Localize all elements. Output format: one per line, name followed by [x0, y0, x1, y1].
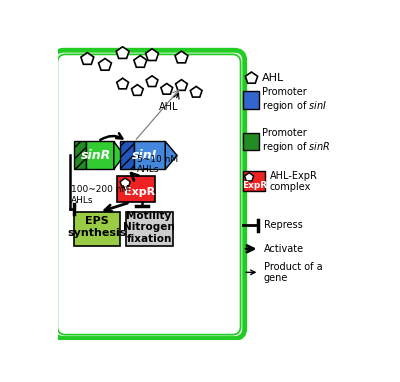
Polygon shape: [146, 49, 158, 60]
Text: sinR: sinR: [81, 149, 111, 162]
Polygon shape: [117, 78, 128, 89]
Text: Motility
Nitrogen
fixation: Motility Nitrogen fixation: [123, 210, 175, 244]
Polygon shape: [146, 76, 158, 86]
FancyBboxPatch shape: [243, 172, 265, 191]
FancyBboxPatch shape: [74, 212, 120, 246]
FancyBboxPatch shape: [243, 133, 258, 150]
Text: AHL-ExpR
complex: AHL-ExpR complex: [270, 171, 318, 192]
Text: ExpR: ExpR: [124, 187, 155, 197]
FancyBboxPatch shape: [243, 91, 258, 109]
Text: AHL: AHL: [262, 73, 285, 83]
Polygon shape: [81, 53, 94, 64]
Polygon shape: [116, 47, 129, 58]
Text: EPS
synthesis: EPS synthesis: [67, 217, 126, 238]
Polygon shape: [245, 72, 258, 83]
FancyBboxPatch shape: [117, 176, 155, 202]
Polygon shape: [120, 178, 130, 187]
Text: sinI: sinI: [132, 149, 157, 162]
Text: 100~200 nM
AHLs: 100~200 nM AHLs: [71, 185, 130, 205]
Polygon shape: [134, 55, 147, 67]
FancyBboxPatch shape: [54, 50, 245, 338]
Text: AHL: AHL: [158, 102, 178, 112]
Polygon shape: [161, 84, 173, 94]
FancyBboxPatch shape: [134, 141, 165, 169]
Polygon shape: [175, 51, 188, 63]
Polygon shape: [245, 173, 254, 181]
Polygon shape: [98, 58, 112, 70]
Polygon shape: [190, 86, 202, 97]
Polygon shape: [132, 85, 143, 96]
Text: Activate: Activate: [264, 244, 304, 254]
FancyBboxPatch shape: [86, 141, 114, 169]
Polygon shape: [176, 80, 187, 90]
FancyBboxPatch shape: [126, 212, 173, 246]
Text: 5~10 nM
AHLs: 5~10 nM AHLs: [137, 155, 178, 174]
Text: Product of a
gene: Product of a gene: [264, 262, 322, 283]
Polygon shape: [114, 141, 124, 169]
Text: Promoter
region of $\it{sinR}$: Promoter region of $\it{sinR}$: [262, 128, 331, 154]
Polygon shape: [165, 141, 177, 169]
FancyBboxPatch shape: [74, 141, 86, 169]
Text: ExpR: ExpR: [242, 181, 268, 190]
Text: Promoter
region of $\it{sinI}$: Promoter region of $\it{sinI}$: [262, 87, 328, 113]
FancyBboxPatch shape: [120, 141, 134, 169]
Text: Repress: Repress: [264, 220, 302, 230]
